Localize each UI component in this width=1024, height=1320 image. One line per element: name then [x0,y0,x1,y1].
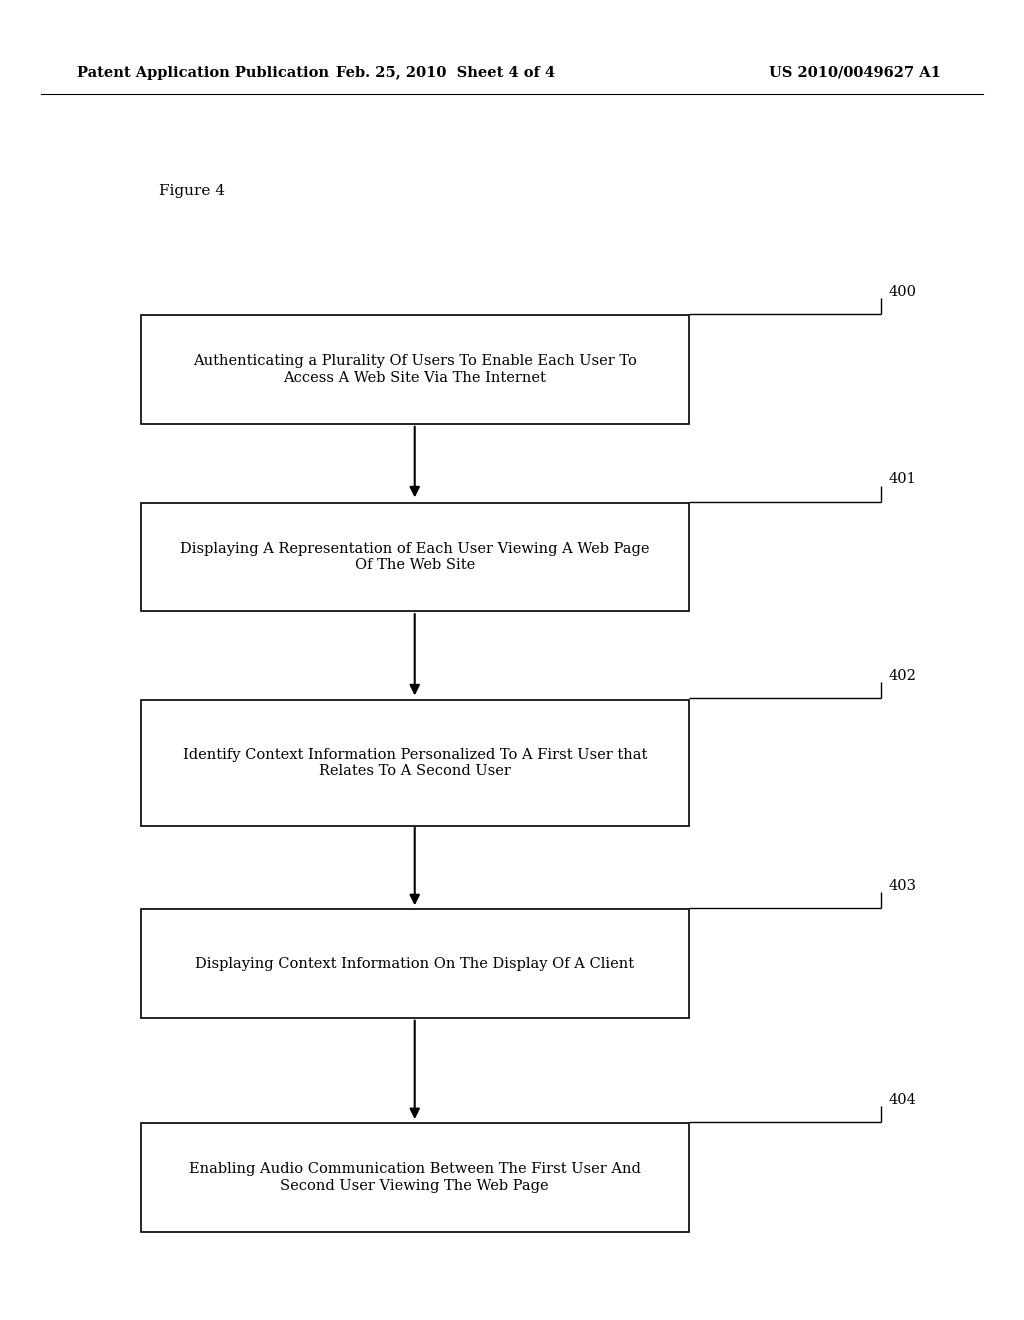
Text: Displaying Context Information On The Display Of A Client: Displaying Context Information On The Di… [196,957,634,970]
FancyBboxPatch shape [141,315,689,424]
Text: Figure 4: Figure 4 [159,185,224,198]
Text: 402: 402 [889,669,916,682]
Text: 400: 400 [889,285,916,298]
Text: 404: 404 [889,1093,916,1106]
Text: Patent Application Publication: Patent Application Publication [77,66,329,79]
FancyBboxPatch shape [141,503,689,611]
FancyBboxPatch shape [141,700,689,826]
FancyBboxPatch shape [141,1123,689,1232]
Text: Enabling Audio Communication Between The First User And
Second User Viewing The : Enabling Audio Communication Between The… [188,1163,641,1192]
Text: Authenticating a Plurality Of Users To Enable Each User To
Access A Web Site Via: Authenticating a Plurality Of Users To E… [193,355,637,384]
Text: US 2010/0049627 A1: US 2010/0049627 A1 [769,66,941,79]
Text: Displaying A Representation of Each User Viewing A Web Page
Of The Web Site: Displaying A Representation of Each User… [180,543,649,572]
Text: Identify Context Information Personalized To A First User that
Relates To A Seco: Identify Context Information Personalize… [182,748,647,777]
Text: 401: 401 [889,473,916,486]
FancyBboxPatch shape [141,909,689,1018]
Text: Feb. 25, 2010  Sheet 4 of 4: Feb. 25, 2010 Sheet 4 of 4 [336,66,555,79]
Text: 403: 403 [889,879,916,892]
